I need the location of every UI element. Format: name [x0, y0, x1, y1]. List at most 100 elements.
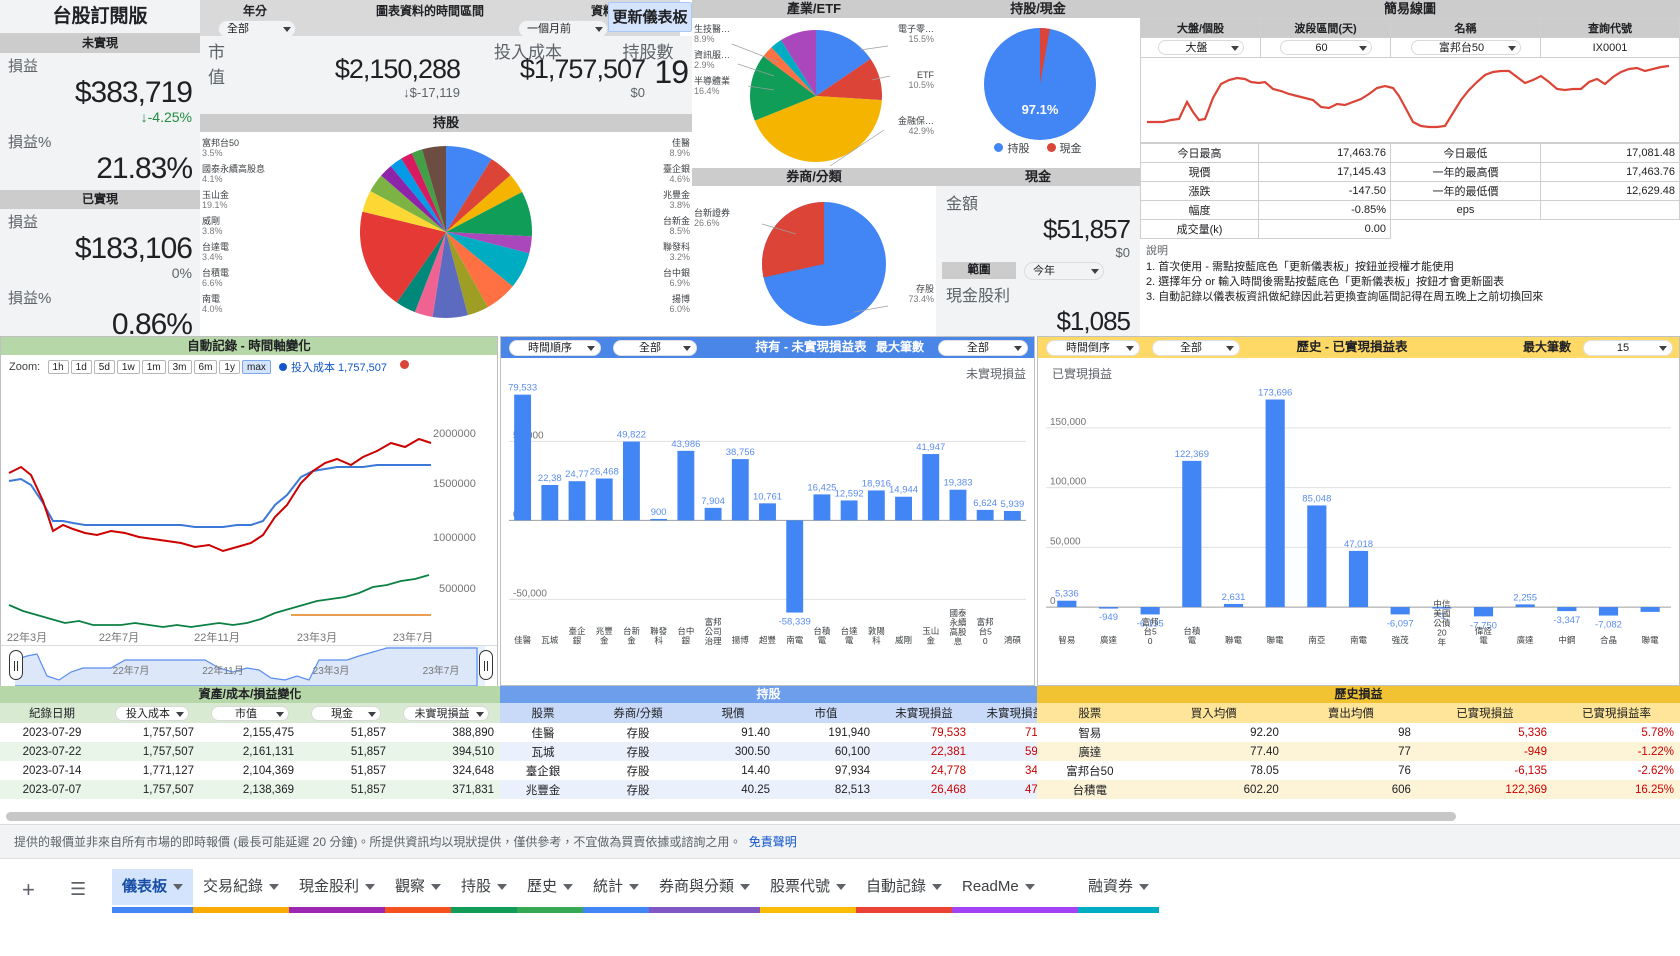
realized-sort-select[interactable]: 時間倒序: [1046, 340, 1140, 356]
svg-text:-6,097: -6,097: [1387, 618, 1414, 629]
sheet-tab-3[interactable]: 觀察: [385, 869, 451, 905]
disclaimer-link[interactable]: 免責聲明: [748, 835, 797, 849]
sheet-tab-10[interactable]: ReadMe: [952, 869, 1045, 905]
sheet-tab-0[interactable]: 儀表板: [112, 869, 194, 905]
table-row[interactable]: 廣達 77.40 77 -949 -1.22%: [1037, 742, 1680, 761]
cost-label: 投入成本: [494, 43, 562, 62]
sheet-tab-4[interactable]: 持股: [451, 869, 517, 905]
zoom-option-6m[interactable]: 6m: [193, 360, 218, 374]
svg-text:20: 20: [1437, 628, 1447, 638]
sheet-tab-9[interactable]: 自動記錄: [856, 869, 952, 905]
sheet-tab-color-strip: [517, 907, 583, 913]
column-filter-1[interactable]: 投入成本: [115, 705, 189, 721]
pie-label-name: 佳醫: [671, 138, 690, 148]
sheet-tab-2[interactable]: 現金股利: [289, 869, 385, 905]
horizontal-scrollbar[interactable]: [6, 812, 1456, 821]
add-sheet-icon[interactable]: +: [22, 877, 35, 902]
pie-label: 聯發科 3.2%: [594, 242, 690, 262]
svg-text:台中: 台中: [677, 626, 694, 636]
table-row[interactable]: 2023-07-07 1,757,507 2,138,369 51,857 371,83…: [0, 780, 500, 799]
market-value-block: $2,150,288 ↓$-17,119: [240, 54, 461, 100]
zoom-option-1h[interactable]: 1h: [47, 360, 69, 374]
svg-text:金: 金: [600, 636, 609, 646]
svg-text:49,822: 49,822: [617, 430, 646, 441]
unrealized-max-select[interactable]: 全部: [938, 340, 1028, 356]
table-row[interactable]: 2023-07-22 1,757,507 2,161,131 51,857 394,51…: [0, 742, 500, 761]
pie-label-name: 台新金: [662, 216, 690, 226]
pie-label: 電子零… 15.5%: [838, 24, 934, 44]
svg-text:22年7月: 22年7月: [113, 664, 150, 677]
column-header[interactable]: 投入成本: [104, 703, 200, 723]
sheet-tab-7[interactable]: 券商與分類: [649, 869, 760, 905]
zoom-option-max[interactable]: max: [241, 360, 271, 374]
range-handle-right[interactable]: [479, 650, 493, 680]
zoom-option-1w[interactable]: 1w: [116, 360, 140, 374]
sheet-tab-bar: + ☰ 儀表板 交易紀錄 現金股利 觀察 持股 歷史 統計 券商與分類 股票代號 自動記錄 Read…: [0, 858, 1680, 956]
table-cell: 兆豐金: [525, 784, 561, 797]
sheet-tab-5[interactable]: 歷史: [517, 869, 583, 905]
sheet-tab-color-strip: [760, 907, 856, 913]
svg-text:-50,000: -50,000: [513, 588, 547, 599]
table-cell: 394,510: [452, 745, 494, 758]
svg-text:16,425: 16,425: [807, 482, 836, 493]
all-sheets-icon[interactable]: ☰: [70, 879, 87, 899]
pie-label-name: 金融保…: [897, 116, 934, 126]
chevron-down-icon: [1139, 884, 1150, 891]
pie-label: 半導體業 16.4%: [694, 76, 790, 96]
column-header[interactable]: 現金: [300, 703, 392, 723]
quote-days-select[interactable]: 60: [1279, 40, 1372, 55]
table-row[interactable]: 2023-07-14 1,771,127 2,104,369 51,857 324,64…: [0, 761, 500, 780]
sheet-tab-1[interactable]: 交易紀錄: [193, 869, 289, 905]
chevron-down-icon: [1024, 884, 1035, 891]
quote-market-select[interactable]: 大盤: [1157, 40, 1244, 55]
kpi-column: 台股訂閱版 未實現 損益 $383,719 ↓-4.25% 損益% 21.83%…: [0, 0, 200, 346]
timeseries-range-selector[interactable]: 22年7月 22年11月 23年3月 23年7月: [1, 645, 497, 686]
unrealized-filter-select[interactable]: 全部: [613, 340, 697, 356]
realized-filter-select[interactable]: 全部: [1152, 340, 1240, 356]
industry-pie-chart: [731, 30, 891, 167]
svg-text:85,048: 85,048: [1302, 493, 1331, 504]
cash-range-select[interactable]: 今年: [1024, 262, 1104, 280]
sheet-tab-8[interactable]: 股票代號: [760, 869, 856, 905]
svg-text:5,336: 5,336: [1055, 589, 1079, 600]
table-cell: 78.05: [1250, 764, 1279, 777]
range-handle-left[interactable]: [9, 650, 23, 680]
zoom-option-1y[interactable]: 1y: [219, 360, 240, 374]
table-row[interactable]: 台積電 602.20 606 122,369 16.25%: [1037, 780, 1680, 799]
table-cell: 51,857: [350, 764, 386, 777]
zoom-option-1d[interactable]: 1d: [70, 360, 92, 374]
column-header: 市值: [814, 708, 838, 720]
table-row[interactable]: 富邦台50 78.05 76 -6,135 -2.62%: [1037, 761, 1680, 780]
zoom-option-1m[interactable]: 1m: [141, 360, 166, 374]
refresh-dashboard-button[interactable]: 更新儀表板: [608, 2, 692, 32]
column-header[interactable]: 未實現損益: [392, 703, 500, 723]
svg-text:超豐: 超豐: [759, 635, 776, 645]
pie-label: 台達電 3.4%: [202, 242, 298, 262]
table-cell: 台積電: [1072, 784, 1108, 797]
table-cell: 佳醫: [531, 727, 555, 740]
table-cell: 廣達: [1078, 746, 1102, 759]
table-cell: 51,857: [350, 745, 386, 758]
realized-max-select[interactable]: 15: [1583, 340, 1673, 356]
table-row[interactable]: 2023-07-29 1,757,507 2,155,475 51,857 388,89…: [0, 723, 500, 742]
column-filter-2[interactable]: 市值: [211, 705, 289, 721]
column-header[interactable]: 市值: [200, 703, 300, 723]
svg-text:41,947: 41,947: [916, 442, 945, 453]
holdings-count-label: 持股數: [622, 43, 674, 62]
broker-pie-panel: 券商/分類 台新證券 26.6% 存股 73.4%: [692, 168, 936, 336]
sheet-tab-11[interactable]: 融資券: [1078, 869, 1159, 905]
column-filter-3[interactable]: 現金: [311, 705, 381, 721]
column-filter-4[interactable]: 未實現損益: [403, 705, 489, 721]
sheet-tab-6[interactable]: 統計: [583, 869, 649, 905]
zoom-option-3m[interactable]: 3m: [167, 360, 192, 374]
table-cell: 82,513: [834, 783, 870, 796]
zoom-option-5d[interactable]: 5d: [93, 360, 115, 374]
quote-name-select[interactable]: 富邦台50: [1410, 40, 1521, 55]
holdings-count-value: 19: [654, 54, 689, 90]
unrealized-sort-select[interactable]: 時間順序: [509, 340, 601, 356]
table-row[interactable]: 智易 92.20 98 5,336 5.78%: [1037, 723, 1680, 742]
